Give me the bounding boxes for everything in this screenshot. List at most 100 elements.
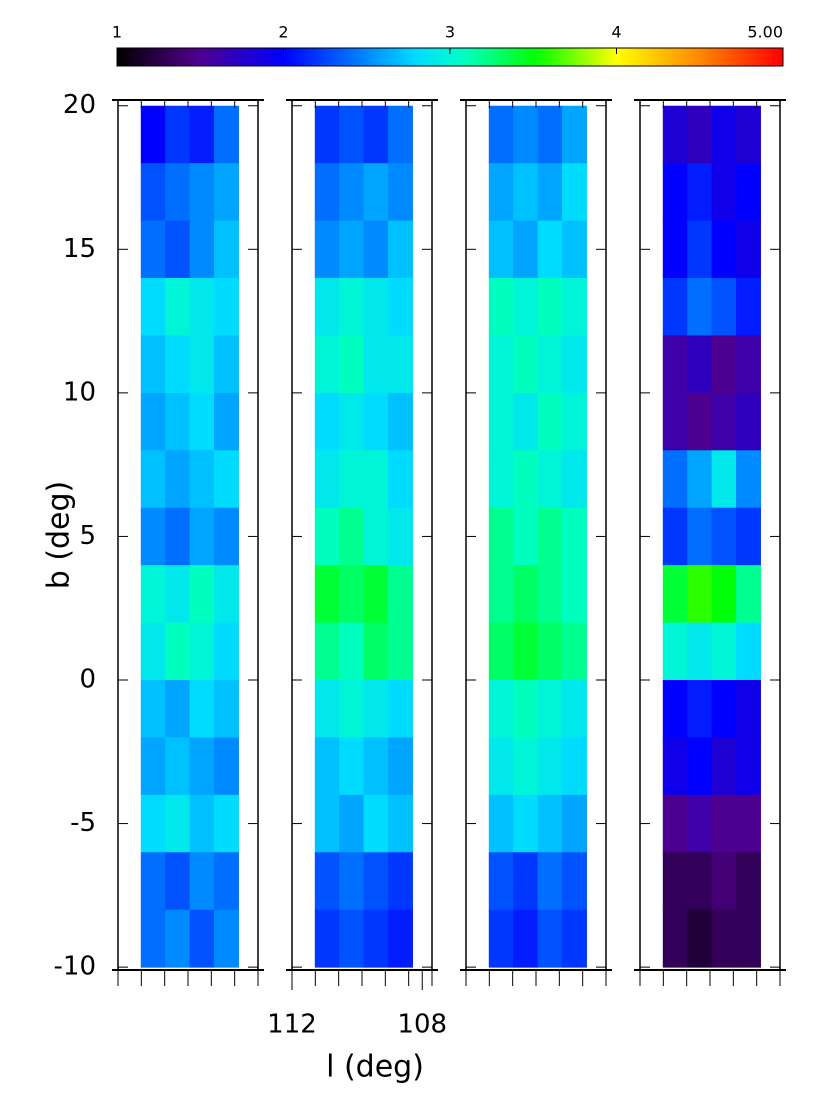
heatmap-cell [189, 680, 215, 738]
y-tick-label: -5 [70, 808, 96, 838]
heatmap-cell [140, 105, 166, 164]
heatmap-cell [140, 622, 166, 681]
heatmap-cell [662, 105, 688, 164]
heatmap-cell [339, 278, 365, 336]
heatmap-cell [662, 622, 688, 681]
heatmap-cell [314, 565, 340, 624]
heatmap-cell [513, 565, 539, 624]
heatmap-cell [214, 565, 239, 624]
heatmap-cell [388, 392, 413, 451]
heatmap-cell [488, 163, 514, 222]
heatmap-cell [214, 278, 239, 336]
heatmap-cell [165, 105, 191, 164]
heatmap-cell [562, 335, 587, 394]
heatmap-cell [488, 507, 514, 566]
heatmap-cell [711, 450, 737, 509]
heatmap-cell [388, 565, 413, 624]
heatmap-cell [687, 507, 713, 566]
heatmap-cell [537, 392, 563, 451]
heatmap-cell [314, 450, 340, 509]
heatmap-cell [363, 507, 389, 566]
heatmap-cell [513, 392, 539, 451]
heatmap-cell [736, 450, 761, 509]
colorbar-tick-label: 1 [112, 23, 122, 42]
heatmap-cell [562, 220, 587, 279]
heatmap-cell [140, 220, 166, 279]
heatmap-cell [140, 392, 166, 451]
heatmap-cell [488, 105, 514, 164]
heatmap-cell [711, 852, 737, 911]
heatmap-cell [314, 105, 340, 164]
heatmap-cell [537, 450, 563, 509]
heatmap-cell [562, 852, 587, 911]
heatmap-cell [314, 507, 340, 566]
heatmap-cell [562, 163, 587, 222]
heatmap-cell [189, 335, 215, 394]
heatmap-cell [214, 105, 239, 164]
heatmap-cell [214, 450, 239, 509]
heatmap-cell [189, 507, 215, 566]
heatmap-cell [388, 335, 413, 394]
heatmap-cell [363, 392, 389, 451]
heatmap-cell [662, 450, 688, 509]
heatmap-cell [189, 163, 215, 222]
heatmap-cell [687, 909, 713, 968]
heatmap-cell [736, 680, 761, 738]
heatmap-cell [189, 737, 215, 796]
heatmap-cell [488, 278, 514, 336]
heatmap-cell [339, 335, 365, 394]
heatmap-cell [189, 105, 215, 164]
heatmap-cell [662, 909, 688, 968]
heatmap-cell [388, 507, 413, 566]
heatmap-cell [736, 909, 761, 968]
heatmap-cell [189, 565, 215, 624]
heatmap-cell [662, 565, 688, 624]
heatmap-cell [363, 220, 389, 279]
heatmap-cell [140, 163, 166, 222]
heatmap-cell [662, 163, 688, 222]
heatmap-cell [537, 507, 563, 566]
heatmap-cell [513, 163, 539, 222]
heatmap-cell [165, 163, 191, 222]
heatmap-cell [736, 335, 761, 394]
heatmap-cell [363, 852, 389, 911]
heatmap-cell [388, 278, 413, 336]
heatmap-cell [513, 794, 539, 853]
heatmap-cell [488, 852, 514, 911]
heatmap-cell [165, 450, 191, 509]
heatmap-cell [165, 680, 191, 738]
heatmap-cell [165, 622, 191, 681]
y-tick-label: 5 [79, 521, 96, 551]
heatmap-cell [687, 105, 713, 164]
heatmap-cell [314, 680, 340, 738]
heatmap-cell [363, 278, 389, 336]
heatmap-cell [388, 680, 413, 738]
heatmap-cell [662, 278, 688, 336]
heatmap-cell [736, 794, 761, 853]
heatmap-cell [363, 335, 389, 394]
heatmap-cell [339, 507, 365, 566]
heatmap-cell [687, 392, 713, 451]
heatmap-cell [214, 622, 239, 681]
heatmap-cell [339, 794, 365, 853]
heatmap-cell [488, 794, 514, 853]
heatmap-cell [214, 392, 239, 451]
colorbar-tick-label: 2 [278, 23, 288, 42]
heatmap-cell [537, 278, 563, 336]
heatmap-cell [339, 450, 365, 509]
y-tick-label: 15 [63, 234, 96, 264]
heatmap-cell [189, 220, 215, 279]
heatmap-cell [363, 450, 389, 509]
heatmap-cell [189, 852, 215, 911]
heatmap-cell [513, 335, 539, 394]
heatmap-cell [165, 220, 191, 279]
heatmap-cell [165, 565, 191, 624]
heatmap-cell [488, 622, 514, 681]
heatmap-cell [339, 737, 365, 796]
heatmap-cell [388, 622, 413, 681]
heatmap-cell [513, 220, 539, 279]
heatmap-cell [562, 794, 587, 853]
heatmap-cell [388, 105, 413, 164]
heatmap-cell [662, 507, 688, 566]
heatmap-cell [140, 680, 166, 738]
